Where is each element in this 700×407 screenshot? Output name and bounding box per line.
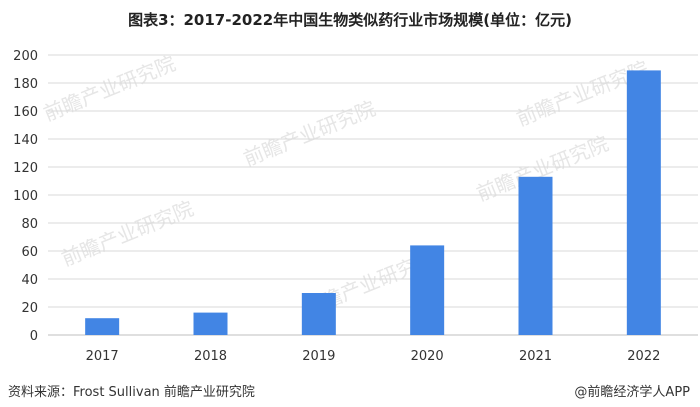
bars-group bbox=[85, 70, 661, 336]
bar-2017 bbox=[85, 318, 120, 335]
bar-2018 bbox=[193, 312, 228, 335]
y-tick-label: 120 bbox=[13, 161, 38, 176]
bar-2019 bbox=[301, 293, 336, 335]
x-tick-label: 2017 bbox=[86, 349, 119, 364]
x-axis-ticks: 2017 2018 2019 2020 2021 2022 bbox=[86, 349, 661, 364]
x-tick-label: 2019 bbox=[302, 349, 335, 364]
y-tick-label: 80 bbox=[21, 217, 38, 232]
bar-2022 bbox=[626, 70, 661, 336]
y-tick-label: 20 bbox=[21, 301, 38, 316]
bar-2021 bbox=[518, 176, 553, 335]
y-tick-label: 100 bbox=[13, 189, 38, 204]
y-tick-label: 160 bbox=[13, 105, 38, 120]
chart-title: 图表3：2017-2022年中国生物类似药行业市场规模(单位：亿元) bbox=[128, 11, 572, 29]
source-note: 资料来源：Frost Sullivan 前瞻产业研究院 bbox=[8, 385, 255, 400]
x-tick-label: 2018 bbox=[194, 349, 227, 364]
y-tick-label: 40 bbox=[21, 273, 38, 288]
y-tick-label: 0 bbox=[30, 329, 38, 344]
watermark-text: 前瞻产业研究院 bbox=[40, 51, 179, 126]
brand-credit: @前瞻经济学人APP bbox=[574, 385, 690, 400]
watermark-text: 前瞻产业研究院 bbox=[240, 96, 379, 171]
watermark-text: 前瞻产业研究院 bbox=[58, 196, 197, 271]
x-tick-label: 2021 bbox=[519, 349, 552, 364]
y-tick-label: 200 bbox=[13, 49, 38, 64]
y-tick-label: 60 bbox=[21, 245, 38, 260]
y-tick-label: 140 bbox=[13, 133, 38, 148]
y-axis-ticks: 0 20 40 60 80 100 120 140 160 180 200 bbox=[13, 49, 38, 344]
watermark-group: 前瞻产业研究院前瞻产业研究院前瞻产业研究院前瞻产业研究院前瞻产业研究院前瞻产业研… bbox=[40, 51, 652, 321]
y-tick-label: 180 bbox=[13, 77, 38, 92]
x-tick-label: 2022 bbox=[627, 349, 660, 364]
grid-lines bbox=[48, 54, 698, 336]
bar-2020 bbox=[410, 245, 445, 335]
x-tick-label: 2020 bbox=[411, 349, 444, 364]
